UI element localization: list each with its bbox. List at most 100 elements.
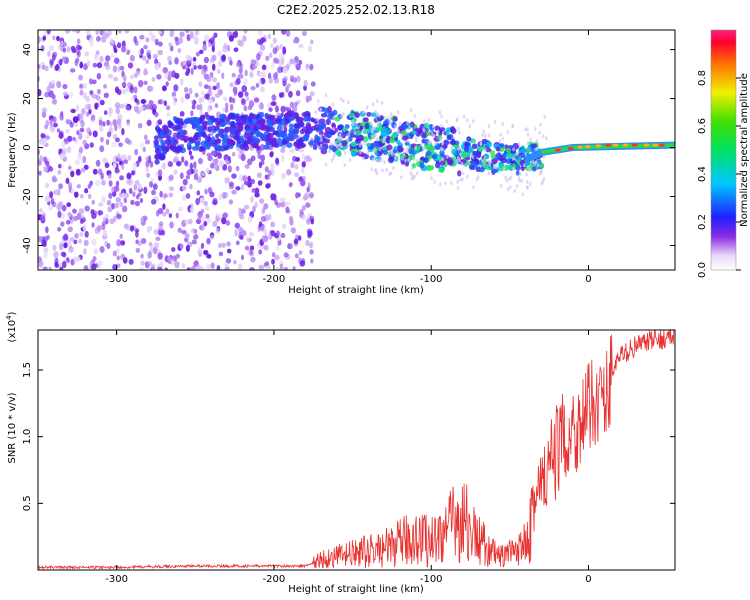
signal-halo xyxy=(324,93,328,98)
noise-speckle xyxy=(78,132,83,140)
noise-speckle xyxy=(96,72,102,80)
noise-speckle xyxy=(78,113,84,119)
noise-speckle xyxy=(86,59,91,67)
noise-speckle xyxy=(60,111,64,118)
noise-speckle xyxy=(67,226,73,233)
signal-blob xyxy=(243,140,249,148)
noise-speckle xyxy=(293,60,297,67)
noise-speckle xyxy=(110,37,114,44)
signal-blob xyxy=(501,152,508,159)
noise-speckle xyxy=(102,229,108,237)
signal-halo xyxy=(461,177,464,182)
noise-speckle xyxy=(71,48,77,54)
signal-blob xyxy=(350,150,356,157)
snr-x-ticks: -300 -200 -100 0 xyxy=(105,330,592,585)
noise-speckle xyxy=(48,45,54,52)
noise-speckle xyxy=(62,91,69,97)
signal-halo xyxy=(373,147,376,152)
signal-halo xyxy=(539,171,542,176)
noise-speckle xyxy=(265,183,271,189)
noise-speckle xyxy=(98,119,103,127)
noise-speckle xyxy=(101,195,106,203)
noise-speckle xyxy=(172,95,176,101)
noise-speckle xyxy=(143,80,148,86)
noise-speckle xyxy=(258,249,263,255)
signal-halo xyxy=(402,151,405,156)
noise-speckle xyxy=(78,208,85,215)
snr-series-line xyxy=(38,330,675,570)
signal-blob xyxy=(185,117,191,124)
signal-blob xyxy=(253,123,258,129)
signal-blob xyxy=(506,151,512,158)
noise-speckle xyxy=(119,233,123,239)
signal-blob xyxy=(530,147,537,153)
signal-halo xyxy=(525,172,528,177)
signal-blob xyxy=(201,120,209,127)
signal-halo xyxy=(526,127,529,132)
tone-peak xyxy=(554,148,561,152)
noise-speckle xyxy=(299,260,306,267)
noise-speckle xyxy=(146,119,152,127)
noise-speckle xyxy=(52,244,57,251)
signal-halo xyxy=(317,145,320,150)
noise-speckle xyxy=(95,35,101,42)
noise-speckle xyxy=(169,221,174,229)
signal-halo xyxy=(365,105,369,110)
noise-speckle xyxy=(162,203,166,210)
noise-speckle xyxy=(291,105,298,113)
noise-speckle xyxy=(72,116,79,124)
noise-speckle xyxy=(137,122,143,129)
noise-speckle xyxy=(75,30,81,34)
noise-speckle xyxy=(194,37,200,42)
signal-halo xyxy=(362,110,365,115)
signal-blob xyxy=(205,144,211,150)
signal-halo xyxy=(450,145,453,150)
noise-speckle xyxy=(63,242,68,249)
signal-blob xyxy=(308,140,315,146)
noise-speckle xyxy=(280,172,286,180)
noise-speckle xyxy=(51,98,58,105)
signal-blob xyxy=(397,145,403,152)
noise-speckle xyxy=(275,267,281,270)
noise-speckle xyxy=(157,169,163,177)
noise-speckle xyxy=(46,30,51,35)
noise-speckle xyxy=(56,35,60,42)
noise-speckle xyxy=(121,192,126,200)
noise-speckle xyxy=(205,251,209,259)
noise-speckle xyxy=(57,170,62,175)
noise-speckle xyxy=(93,54,99,61)
noise-speckle xyxy=(77,152,82,160)
signal-halo xyxy=(472,185,475,190)
signal-halo xyxy=(545,136,548,141)
noise-speckle xyxy=(247,215,253,223)
noise-speckle xyxy=(92,256,97,262)
noise-speckle xyxy=(42,35,47,41)
signal-blob xyxy=(167,129,172,136)
noise-speckle xyxy=(270,221,276,228)
signal-halo xyxy=(375,171,379,176)
spectrogram-x-ticks: -300 -200 -100 0 xyxy=(105,30,592,285)
signal-halo xyxy=(432,133,436,138)
signal-blob xyxy=(457,170,462,177)
noise-speckle xyxy=(115,180,120,188)
noise-speckle xyxy=(259,44,266,51)
noise-speckle xyxy=(200,90,205,96)
spectrogram-x-tick-label: -300 xyxy=(105,274,128,285)
signal-halo xyxy=(427,118,431,123)
noise-speckle xyxy=(210,234,215,240)
signal-blob xyxy=(266,133,272,139)
noise-speckle xyxy=(217,59,223,68)
noise-speckle xyxy=(67,135,73,142)
tone-peak xyxy=(567,146,574,151)
noise-speckle xyxy=(306,154,311,163)
signal-halo xyxy=(542,134,545,139)
noise-speckle xyxy=(192,234,199,240)
noise-speckle xyxy=(203,200,208,207)
noise-speckle xyxy=(301,167,305,174)
signal-blob xyxy=(434,125,441,132)
noise-speckle xyxy=(129,54,135,62)
noise-speckle xyxy=(59,243,64,251)
noise-speckle xyxy=(189,206,194,214)
signal-halo xyxy=(458,158,461,163)
noise-speckle xyxy=(92,168,98,175)
